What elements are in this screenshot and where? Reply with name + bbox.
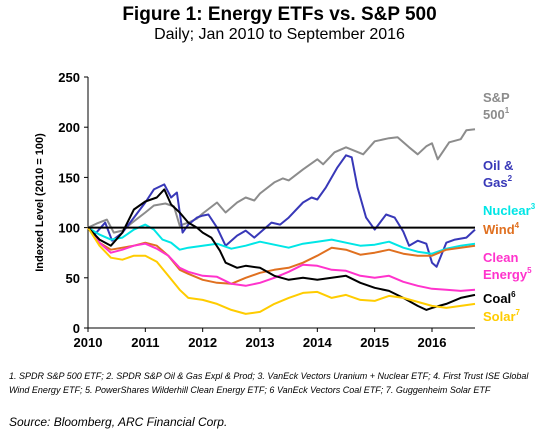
y-tick-label: 0 — [73, 321, 80, 336]
y-tick-label: 150 — [58, 170, 80, 185]
series-label-s-p-500: S&P — [483, 90, 510, 105]
series-line-s-p-500 — [87, 128, 476, 234]
series-label-superscript: 3 — [531, 202, 536, 211]
series-label-clean-energy: Energy5 — [483, 266, 532, 282]
y-tick-label: 200 — [58, 120, 80, 135]
series-label-oil-gas: Gas2 — [483, 174, 513, 190]
series-label-oil-gas: Oil & — [483, 158, 513, 173]
x-tick-label: 2011 — [131, 335, 159, 350]
chart-title: Figure 1: Energy ETFs vs. S&P 500 — [122, 4, 437, 25]
series-label-superscript: 4 — [515, 221, 520, 230]
series-line-solar — [87, 227, 476, 315]
series-label-coal: Coal6 — [483, 290, 516, 306]
source-note: Source: Bloomberg, ARC Financial Corp. — [9, 415, 228, 429]
y-tick-label: 100 — [58, 221, 80, 236]
x-tick-label: 2014 — [303, 335, 333, 350]
series-line-clean-energy — [87, 226, 476, 292]
series-label-s-p-500: 5001 — [483, 106, 510, 122]
footnote: 1. SPDR S&P 500 ETF; 2. SPDR S&P Oil & G… — [9, 371, 529, 395]
series-line-coal — [87, 188, 476, 311]
x-tick-label: 2010 — [74, 335, 103, 350]
series-label-superscript: 5 — [527, 266, 532, 275]
series-label-clean-energy: Clean — [483, 250, 518, 265]
x-tick-label: 2013 — [246, 335, 275, 350]
series-label-superscript: 1 — [505, 106, 510, 115]
series-label-superscript: 6 — [511, 290, 516, 299]
x-tick-label: 2016 — [418, 335, 447, 350]
y-tick-label: 250 — [58, 70, 80, 85]
series-label-nuclear: Nuclear3 — [483, 202, 536, 218]
series-label-wind: Wind4 — [483, 221, 520, 237]
x-tick-label: 2015 — [360, 335, 389, 350]
series-line-oil-gas — [87, 154, 476, 268]
series-label-superscript: 7 — [516, 308, 521, 317]
series-label-solar: Solar7 — [483, 308, 521, 324]
chart-subtitle: Daily; Jan 2010 to September 2016 — [154, 26, 405, 43]
y-tick-label: 50 — [66, 271, 80, 286]
series-line-nuclear — [87, 223, 476, 255]
y-axis-label: Indexed Level (2010 = 100) — [34, 133, 46, 272]
series-label-superscript: 2 — [508, 174, 513, 183]
x-tick-label: 2012 — [188, 335, 217, 350]
